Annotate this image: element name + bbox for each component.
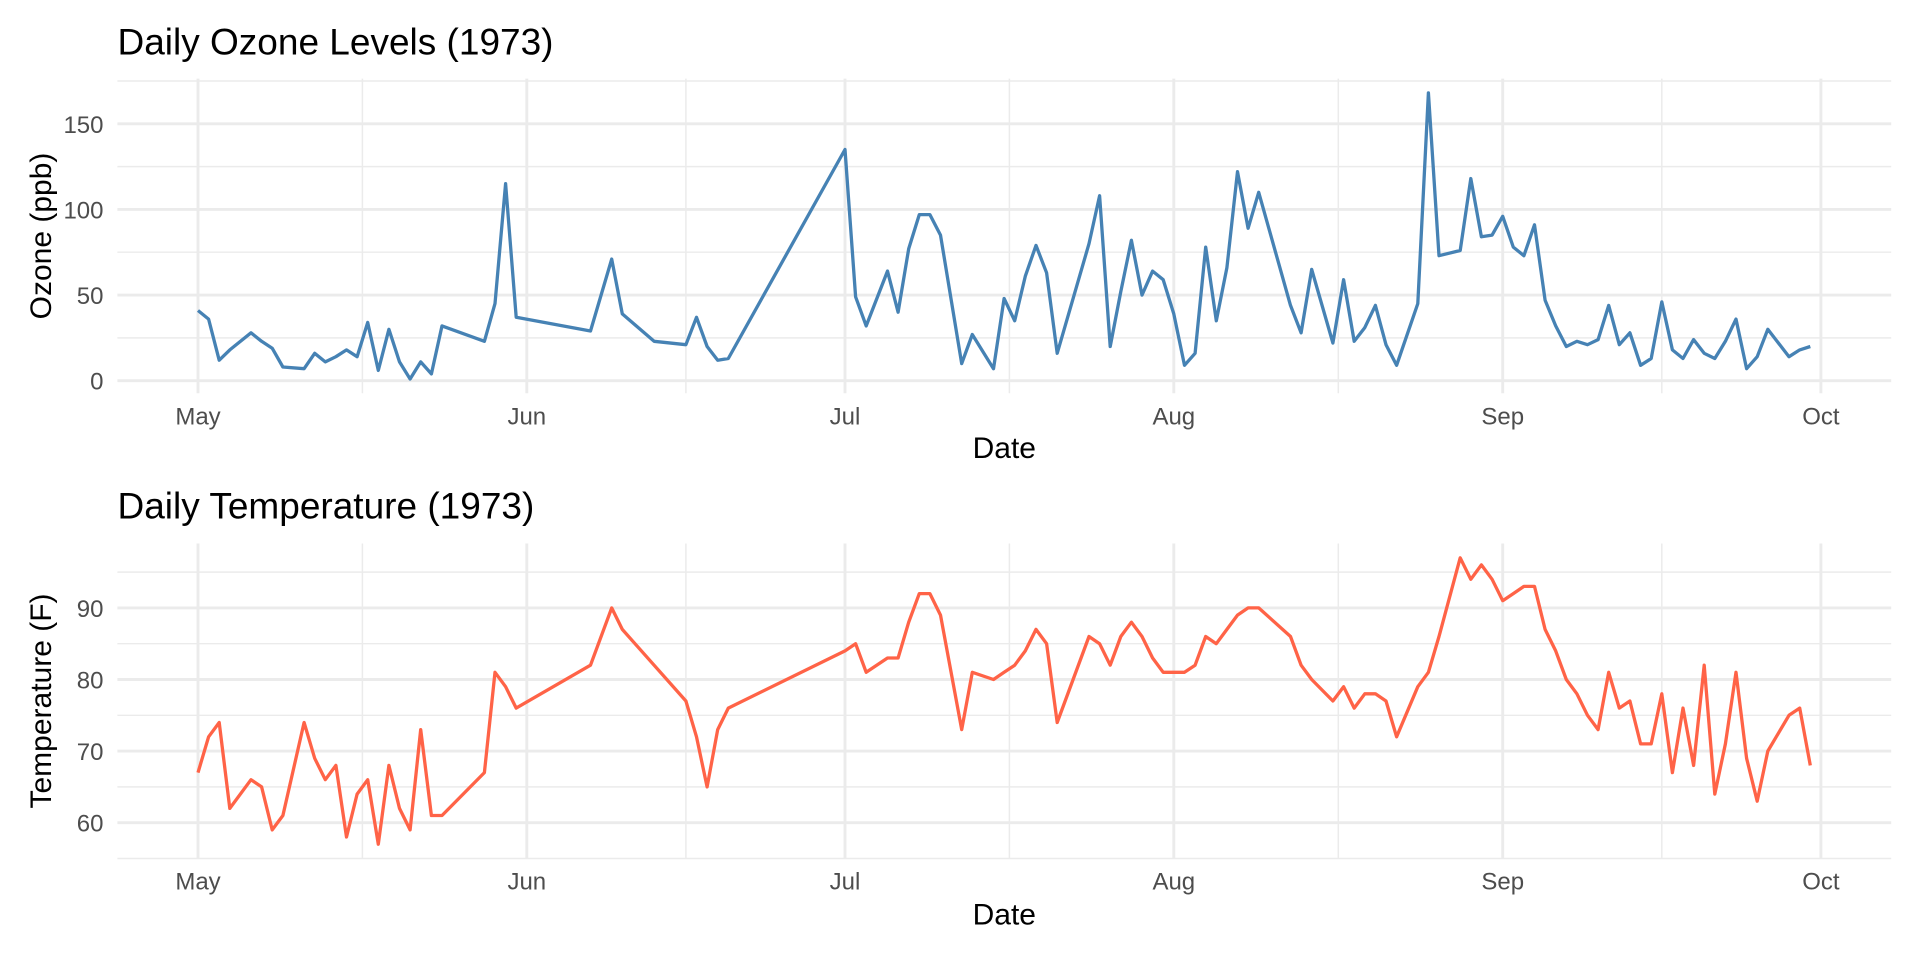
svg-text:May: May: [175, 403, 220, 430]
svg-text:90: 90: [77, 596, 104, 623]
svg-text:Daily Ozone Levels (1973): Daily Ozone Levels (1973): [118, 21, 554, 62]
svg-text:Date: Date: [973, 899, 1036, 932]
svg-text:Oct: Oct: [1802, 403, 1840, 430]
svg-text:100: 100: [63, 197, 103, 224]
svg-text:0: 0: [90, 369, 103, 396]
svg-text:Aug: Aug: [1152, 869, 1195, 896]
svg-text:Jul: Jul: [830, 403, 861, 430]
svg-text:80: 80: [77, 668, 104, 695]
svg-text:Ozone (ppb): Ozone (ppb): [25, 153, 58, 320]
svg-text:150: 150: [63, 112, 103, 139]
svg-text:Oct: Oct: [1802, 869, 1840, 896]
svg-text:Sep: Sep: [1481, 869, 1524, 896]
svg-text:50: 50: [77, 283, 104, 310]
svg-text:Sep: Sep: [1481, 403, 1524, 430]
svg-text:Jun: Jun: [507, 403, 546, 430]
svg-text:60: 60: [77, 811, 104, 838]
svg-text:Aug: Aug: [1152, 403, 1195, 430]
svg-text:70: 70: [77, 739, 104, 766]
svg-text:Temperature (F): Temperature (F): [25, 593, 58, 808]
svg-text:May: May: [175, 869, 220, 896]
svg-text:Jul: Jul: [830, 869, 861, 896]
svg-text:Daily Temperature (1973): Daily Temperature (1973): [118, 486, 535, 527]
svg-text:Jun: Jun: [507, 869, 546, 896]
svg-text:Date: Date: [973, 432, 1036, 465]
